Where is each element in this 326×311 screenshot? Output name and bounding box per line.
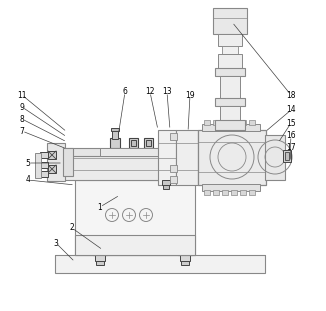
Bar <box>249 190 255 195</box>
Text: 12: 12 <box>145 87 155 96</box>
Bar <box>96 261 104 265</box>
Bar <box>283 150 291 162</box>
Bar <box>63 155 203 180</box>
Bar <box>48 151 56 159</box>
Bar <box>218 54 242 68</box>
Bar <box>75 235 195 255</box>
Bar <box>231 120 237 125</box>
Bar <box>198 130 266 185</box>
Bar <box>215 120 245 130</box>
Bar <box>202 124 260 131</box>
Bar <box>213 120 219 125</box>
Text: 11: 11 <box>17 91 27 100</box>
Bar <box>112 130 118 139</box>
Bar <box>170 176 177 183</box>
Bar <box>222 190 228 195</box>
Bar <box>75 180 195 255</box>
Bar <box>240 120 246 125</box>
Bar <box>215 68 245 76</box>
Bar <box>110 138 120 148</box>
Text: 9: 9 <box>20 103 24 112</box>
Text: 3: 3 <box>53 239 58 248</box>
Bar <box>40 162 48 168</box>
Bar <box>202 184 260 191</box>
Text: 18: 18 <box>286 91 296 100</box>
Bar <box>240 190 246 195</box>
Bar <box>178 238 192 255</box>
Bar <box>63 148 203 156</box>
Text: 4: 4 <box>25 175 30 184</box>
Bar <box>218 34 242 46</box>
Bar <box>40 152 48 158</box>
Bar <box>180 255 190 261</box>
Bar <box>213 8 247 34</box>
Text: 2: 2 <box>70 224 74 233</box>
Bar <box>222 46 238 54</box>
Text: 1: 1 <box>97 202 102 211</box>
Bar <box>176 130 198 185</box>
Bar <box>170 133 177 140</box>
Bar <box>170 165 177 172</box>
Text: 5: 5 <box>25 159 30 168</box>
Bar <box>249 120 255 125</box>
Text: 13: 13 <box>162 87 172 96</box>
Text: 15: 15 <box>286 118 296 128</box>
Bar <box>111 128 119 131</box>
Bar <box>35 153 41 178</box>
Bar <box>204 120 210 125</box>
Bar <box>144 138 153 148</box>
Bar <box>231 190 237 195</box>
Bar <box>40 171 48 177</box>
Bar <box>100 148 203 156</box>
Bar <box>181 261 189 265</box>
Text: 14: 14 <box>286 105 296 114</box>
Bar <box>162 180 170 185</box>
Bar <box>129 138 138 148</box>
Bar <box>47 143 65 181</box>
Bar <box>215 98 245 106</box>
Bar <box>63 148 73 176</box>
Bar <box>95 255 105 261</box>
Bar <box>55 255 265 273</box>
Text: 8: 8 <box>20 114 24 123</box>
Bar <box>158 130 176 185</box>
Bar <box>213 190 219 195</box>
Text: 7: 7 <box>20 127 24 136</box>
Bar <box>265 135 285 180</box>
Text: 17: 17 <box>286 143 296 152</box>
Bar <box>204 190 210 195</box>
Text: 19: 19 <box>185 91 195 100</box>
Bar <box>163 185 169 189</box>
Bar <box>131 140 136 146</box>
Bar <box>220 106 240 120</box>
Text: 6: 6 <box>123 87 127 96</box>
Bar <box>220 76 240 98</box>
Bar <box>93 238 107 255</box>
Text: 16: 16 <box>286 132 296 141</box>
Bar <box>48 165 56 173</box>
Bar <box>285 152 289 160</box>
Bar <box>222 120 228 125</box>
Bar <box>146 140 151 146</box>
